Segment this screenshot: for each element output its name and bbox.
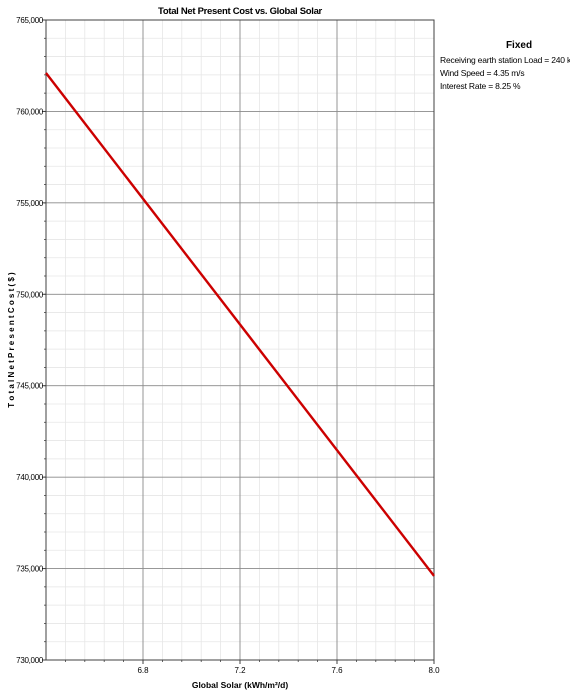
y-tick-label: 730,000 [16, 656, 44, 665]
y-axis-ticks: 730,000 735,000 740,000 745,000 750,000 755,0… [16, 16, 46, 665]
y-tick-label: 740,000 [16, 473, 44, 482]
series-layer [45, 72, 435, 577]
y-tick-label: 755,000 [16, 199, 44, 208]
y-tick-label: 760,000 [16, 107, 44, 116]
x-tick-label: 7.2 [234, 666, 246, 675]
chart-title: Total Net Present Cost vs. Global Solar [158, 6, 323, 17]
x-tick-label: 7.6 [331, 666, 343, 675]
x-tick-label: 6.8 [137, 666, 149, 675]
major-gridlines [46, 20, 434, 660]
fixed-wind-speed: Wind Speed = 4.35 m/s [440, 68, 525, 78]
x-axis-label: Global Solar (kWh/m²/d) [192, 680, 289, 690]
fixed-parameters-panel: Fixed Receiving earth station Load = 240… [440, 40, 570, 93]
y-tick-label: 765,000 [16, 16, 44, 25]
series-line [45, 72, 435, 577]
x-tick-label: 8.0 [428, 666, 440, 675]
fixed-interest-rate: Interest Rate = 8.25 % [440, 81, 521, 91]
y-axis-label: T o t a l N e t P r e s e n t C o s t ( … [7, 272, 16, 408]
y-tick-label: 745,000 [16, 382, 44, 391]
x-axis-ticks: 6.8 7.2 7.6 8.0 [65, 660, 440, 675]
y-tick-label: 735,000 [16, 565, 44, 574]
y-tick-label: 750,000 [16, 290, 44, 299]
fixed-title: Fixed [505, 40, 533, 51]
fixed-load: Receiving earth station Load = 240 kWh/d [440, 55, 570, 65]
